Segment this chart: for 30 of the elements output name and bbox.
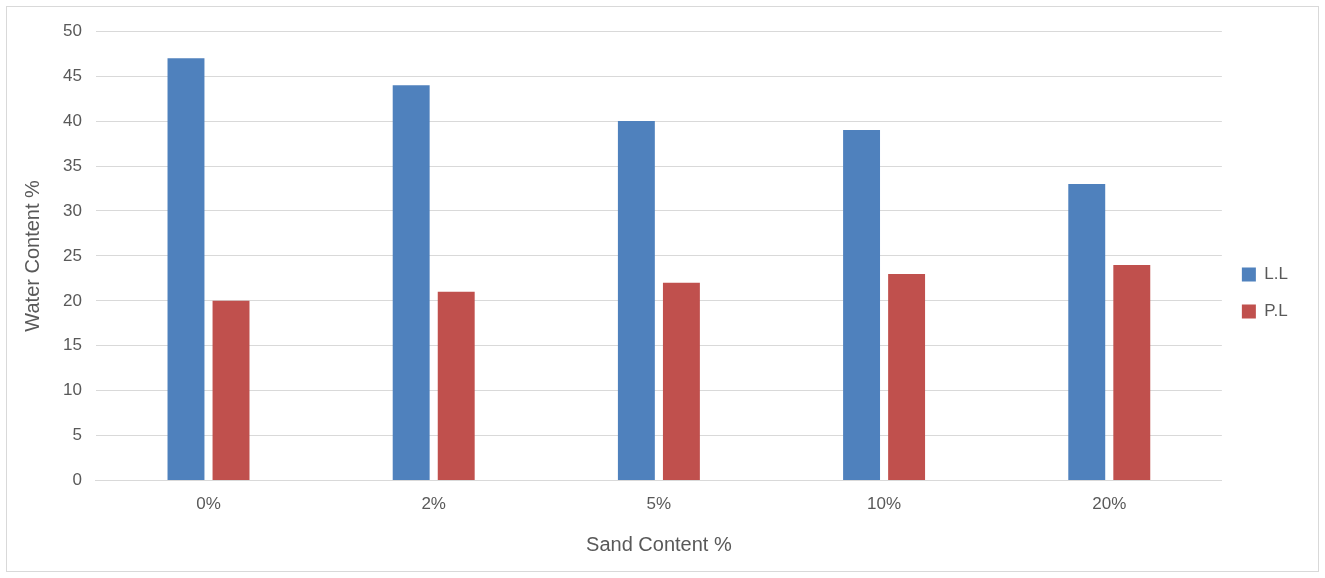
y-tick-label: 35 — [62, 155, 82, 175]
y-tick-label: 20 — [62, 290, 82, 310]
bar — [888, 273, 926, 481]
y-tick-label: 15 — [62, 335, 82, 355]
bar — [1068, 184, 1106, 481]
bar — [392, 85, 430, 481]
y-tick-label: 50 — [62, 20, 82, 40]
y-tick-label: 45 — [62, 65, 82, 85]
y-tick-label: 25 — [62, 245, 82, 265]
legend-label: P.L — [1264, 301, 1288, 321]
y-tick-label: 0 — [72, 470, 82, 490]
x-tick-label: 5% — [646, 494, 672, 514]
x-tick-label: 10% — [867, 494, 902, 514]
y-tick-label: 10 — [62, 380, 82, 400]
legend-label: L.L — [1264, 264, 1289, 284]
bar — [437, 291, 475, 481]
bar — [167, 58, 205, 481]
y-axis-title: Water Content % — [20, 179, 43, 332]
bar — [662, 282, 700, 481]
x-tick-label: 20% — [1092, 494, 1127, 514]
bar — [617, 121, 655, 481]
x-tick-label: 2% — [421, 494, 446, 514]
bar — [1113, 264, 1151, 481]
x-axis-title: Sand Content % — [586, 532, 732, 555]
bar — [843, 130, 881, 481]
bar — [212, 300, 250, 481]
y-tick-label: 5 — [72, 425, 82, 445]
y-tick-label: 30 — [62, 200, 82, 220]
y-tick-label: 40 — [62, 110, 82, 130]
x-tick-label: 0% — [196, 494, 221, 514]
